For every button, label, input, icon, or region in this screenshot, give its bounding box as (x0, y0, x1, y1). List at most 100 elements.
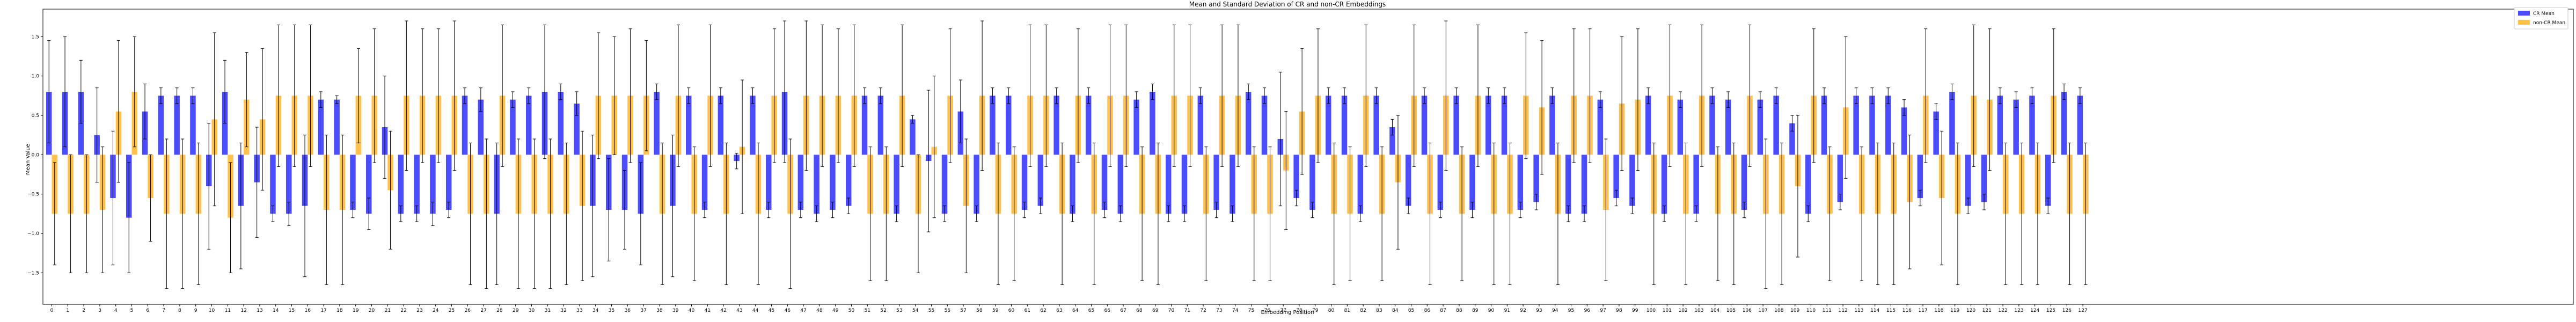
x-tick-label: 102 (1679, 308, 1688, 313)
bar-cr-19 (350, 155, 356, 210)
bar-cr-20 (366, 155, 372, 214)
bar-cr-106 (1741, 155, 1747, 210)
x-tick-label: 55 (928, 308, 934, 313)
x-tick-label: 111 (1823, 308, 1832, 313)
x-tick-label: 113 (1854, 308, 1863, 313)
bar-cr-33 (574, 104, 580, 155)
x-tick-label: 29 (513, 308, 519, 313)
x-tick-label: 48 (816, 308, 823, 313)
x-tick-label: 38 (656, 308, 663, 313)
x-tick-label: 87 (1440, 308, 1446, 313)
bar-cr-114 (1869, 96, 1875, 155)
x-tick-label: 76 (1264, 308, 1271, 313)
bar-cr-83 (1373, 96, 1379, 155)
x-tick-label: 57 (960, 308, 966, 313)
bar-cr-104 (1709, 96, 1715, 155)
x-tick-label: 125 (2046, 308, 2055, 313)
x-tick-label: 10 (209, 308, 215, 313)
bar-cr-74 (1230, 155, 1235, 214)
bar-cr-98 (1613, 155, 1619, 198)
x-tick-label: 46 (785, 308, 791, 313)
x-tick-label: 115 (1886, 308, 1896, 313)
bar-cr-49 (830, 155, 836, 210)
bar-cr-115 (1885, 96, 1891, 155)
x-tick-label: 77 (1280, 308, 1286, 313)
bar-cr-90 (1485, 96, 1491, 155)
bar-cr-42 (718, 96, 724, 155)
bar-cr-72 (1197, 96, 1204, 155)
bar-cr-64 (1070, 155, 1075, 214)
bar-cr-80 (1326, 96, 1331, 155)
bar-cr-60 (1006, 96, 1012, 155)
bar-cr-61 (1021, 155, 1028, 210)
x-tick-label: 119 (1950, 308, 1959, 313)
x-tick-label: 98 (1616, 308, 1622, 313)
x-tick-label: 123 (2014, 308, 2023, 313)
x-tick-label: 70 (1168, 308, 1175, 313)
x-tick-label: 104 (1710, 308, 1719, 313)
x-tick-label: 33 (576, 308, 582, 313)
bar-cr-32 (558, 92, 564, 155)
x-tick-label: 121 (1982, 308, 1992, 313)
x-tick-label: 91 (1504, 308, 1510, 313)
x-tick-label: 97 (1600, 308, 1606, 313)
bar-cr-87 (1437, 155, 1444, 210)
bar-cr-71 (1181, 155, 1188, 214)
bar-cr-119 (1949, 92, 1955, 155)
x-tick-label: 64 (1072, 308, 1079, 313)
bar-cr-40 (686, 96, 692, 155)
bar-cr-23 (414, 155, 420, 214)
bar-cr-103 (1693, 155, 1699, 214)
y-tick-label: −0.5 (27, 192, 39, 197)
bar-cr-41 (701, 155, 708, 210)
x-tick-label: 106 (1743, 308, 1752, 313)
x-tick-label: 72 (1200, 308, 1206, 313)
x-tick-label: 2 (82, 308, 85, 313)
bar-cr-68 (1133, 99, 1139, 155)
bar-cr-70 (1166, 155, 1172, 214)
bar-cr-17 (318, 99, 324, 155)
x-tick-label: 82 (1360, 308, 1366, 313)
x-tick-label: 14 (273, 308, 279, 313)
x-tick-label: 9 (194, 308, 197, 313)
x-tick-label: 69 (1152, 308, 1159, 313)
x-tick-label: 24 (433, 308, 439, 313)
x-tick-label: 21 (385, 308, 391, 313)
x-tick-label: 5 (130, 308, 134, 313)
x-tick-label: 89 (1472, 308, 1479, 313)
x-tick-label: 11 (225, 308, 231, 313)
y-tick-label: 0.0 (32, 152, 40, 158)
y-axis-label: Mean Value (25, 144, 31, 175)
x-tick-label: 67 (1120, 308, 1126, 313)
chart-title: Mean and Standard Deviation of CR and no… (1189, 1, 1386, 8)
bar-cr-54 (910, 119, 916, 155)
bar-cr-101 (1661, 155, 1667, 214)
x-tick-label: 26 (465, 308, 471, 313)
legend: CR Mean non-CR Mean (2514, 7, 2568, 30)
x-tick-label: 105 (1726, 308, 1736, 313)
bar-cr-126 (2061, 92, 2067, 155)
x-tick-label: 1 (66, 308, 69, 313)
bar-cr-125 (2045, 155, 2051, 206)
x-tick-label: 86 (1424, 308, 1431, 313)
x-tick-label: 95 (1568, 308, 1574, 313)
y-tick-label: 0.5 (32, 113, 39, 119)
x-tick-label: 117 (1919, 308, 1928, 313)
bar-cr-56 (941, 155, 948, 214)
bar-cr-99 (1629, 155, 1635, 206)
bar-cr-102 (1677, 99, 1684, 155)
bar-cr-30 (526, 96, 532, 155)
bar-cr-116 (1901, 107, 1907, 155)
bar-cr-8 (174, 96, 180, 155)
x-tick-label: 39 (672, 308, 679, 313)
x-tick-label: 62 (1040, 308, 1046, 313)
bar-cr-123 (2013, 99, 2019, 155)
x-tick-label: 3 (98, 308, 101, 313)
x-tick-label: 30 (529, 308, 535, 313)
x-tick-label: 84 (1392, 308, 1399, 313)
bar-cr-110 (1805, 155, 1811, 214)
bar-cr-52 (877, 96, 884, 155)
x-tick-label: 28 (496, 308, 503, 313)
x-tick-label: 65 (1088, 308, 1094, 313)
plot-area: −1.5−1.0−0.50.00.51.01.50 1 2 3 4 5 6 7 8 9 10 11 12… (27, 9, 2574, 313)
